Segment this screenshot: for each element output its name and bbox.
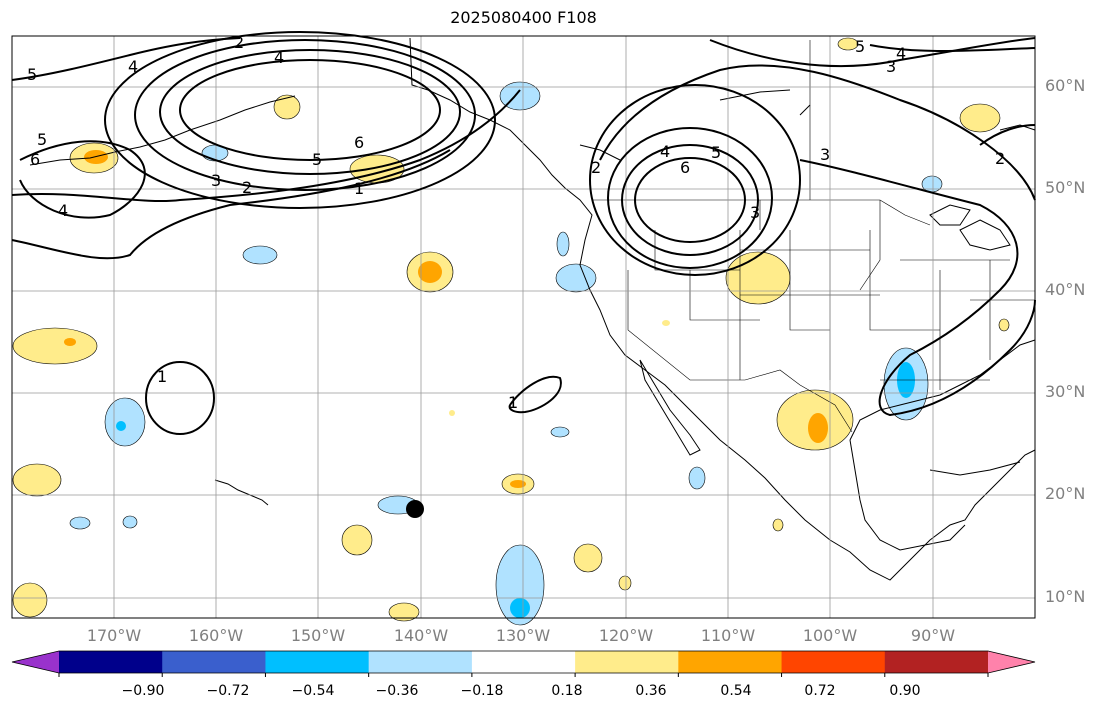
colorbar-segment [471, 651, 576, 673]
contour-label: 3 [820, 145, 830, 164]
contour-label: 2 [234, 33, 244, 52]
lat-label: 50°N [1045, 178, 1086, 197]
contour-label: 4 [660, 142, 670, 161]
contour-label: 4 [896, 44, 906, 63]
lat-label: 30°N [1045, 382, 1086, 401]
lon-label: 150°W [290, 626, 346, 645]
colorbar-segment [162, 651, 266, 673]
contour-label: 1 [157, 367, 167, 386]
lon-label: 160°W [188, 626, 244, 645]
gridlines [12, 36, 1035, 618]
colorbar-segment [781, 651, 886, 673]
contour-label: 4 [274, 48, 284, 67]
contour-label: 3 [211, 171, 221, 190]
colorbar-tick-label: −0.18 [460, 683, 504, 699]
colorbar-tick-label: −0.36 [375, 683, 419, 699]
map-title: 2025080400 F108 [450, 8, 597, 27]
lon-label: 170°W [86, 626, 142, 645]
colorbar-segment [575, 651, 679, 673]
contour-label: 3 [750, 203, 760, 222]
lon-label: 140°W [393, 626, 449, 645]
colorbar-segment [678, 651, 783, 673]
lon-label: 130°W [495, 626, 551, 645]
colorbar-tick-label: −0.90 [121, 683, 165, 699]
contour-label: 3 [886, 57, 896, 76]
storm-marker [406, 500, 424, 518]
contour-labels: 5 4 2 4 5 6 3 2 1 5 6 4 3 4 5 6 2 4 3 2 … [27, 33, 1005, 412]
lat-label: 20°N [1045, 484, 1086, 503]
contour-label: 5 [711, 143, 721, 162]
lon-label: 100°W [802, 626, 858, 645]
contour-label: 4 [128, 57, 138, 76]
lat-label: 60°N [1045, 76, 1086, 95]
contour-label: 6 [30, 150, 40, 169]
contour-label: 1 [354, 179, 364, 198]
contour-label: 5 [37, 130, 47, 149]
colorbar-segment [59, 651, 163, 673]
colorbar [11, 650, 1036, 677]
colorbar-tick-label: 0.72 [804, 683, 836, 699]
lon-label: 90°W [910, 626, 956, 645]
colorbar-tick-label: 0.18 [551, 683, 583, 699]
map-frame [11, 35, 1036, 619]
colorbar-tick-label: −0.72 [206, 683, 250, 699]
lon-label: 120°W [598, 626, 654, 645]
contour-label: 5 [312, 150, 322, 169]
colorbar-tick-label: 0.36 [635, 683, 667, 699]
anomaly-patches [12, 37, 1010, 626]
colorbar-tick-label: −0.54 [291, 683, 335, 699]
lat-label: 10°N [1045, 587, 1086, 606]
coastlines [29, 37, 1036, 581]
colorbar-tick-label: 0.54 [720, 683, 752, 699]
colorbar-extend-low [12, 651, 59, 673]
borders [592, 40, 1035, 433]
contour-lines [11, 31, 1036, 435]
contour-label: 2 [591, 158, 601, 177]
contour-label: 2 [995, 149, 1005, 168]
contour-label: 5 [27, 65, 37, 84]
colorbar-segment [265, 651, 370, 673]
lon-label: 110°W [700, 626, 756, 645]
colorbar-segment [884, 651, 989, 673]
colorbar-extend-high [988, 651, 1035, 673]
contour-label: 6 [354, 133, 364, 152]
contour-label: 4 [58, 201, 68, 220]
contour-label: 2 [242, 178, 252, 197]
contour-label: 5 [855, 37, 865, 56]
colorbar-tick-label: 0.90 [889, 683, 921, 699]
colorbar-segment [368, 651, 473, 673]
map-background [12, 36, 1035, 618]
lat-label: 40°N [1045, 280, 1086, 299]
contour-label: 1 [508, 393, 518, 412]
contour-label: 6 [680, 158, 690, 177]
